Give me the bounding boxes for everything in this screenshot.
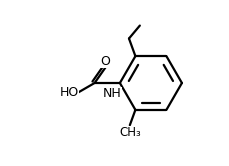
Text: O: O [100,55,110,68]
Text: NH: NH [103,87,121,100]
Text: CH₃: CH₃ [118,126,140,139]
Text: HO: HO [60,86,79,99]
